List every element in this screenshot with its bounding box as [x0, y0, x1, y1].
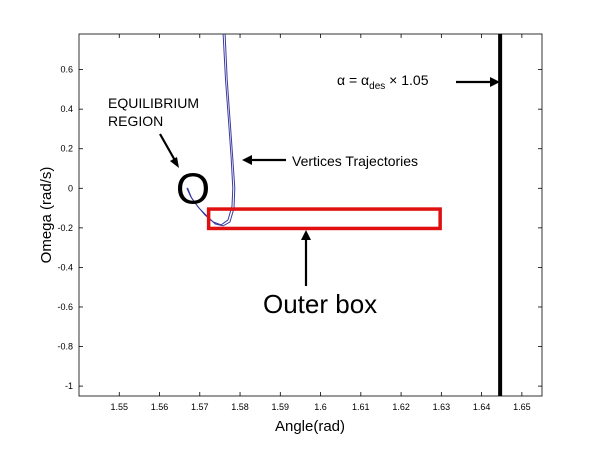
x-tick-label: 1.64	[473, 402, 491, 412]
x-tick-label: 1.63	[433, 402, 451, 412]
equilibrium-label-line2: REGION	[108, 113, 163, 129]
y-axis-label: Omega (rad/s)	[38, 167, 55, 264]
x-axis-ticks: 1.55 1.56 1.57 1.58 1.59 1.6 1.61 1.62 1.63 1.64 1…	[110, 34, 531, 412]
y-tick-label: 0.6	[60, 65, 73, 75]
x-tick-label: 1.59	[272, 402, 290, 412]
x-tick-label: 1.6	[314, 402, 327, 412]
y-tick-label: -0.4	[57, 262, 73, 272]
x-tick-label: 1.56	[151, 402, 169, 412]
outer-box-arrowhead	[301, 230, 311, 240]
equilibrium-circle-marker: O	[176, 164, 210, 213]
outer-box-rect	[206, 207, 442, 231]
y-tick-label: -1	[65, 381, 73, 391]
y-tick-label: -0.2	[57, 223, 73, 233]
x-tick-label: 1.65	[513, 402, 531, 412]
outer-box-label: Outer box	[263, 289, 377, 319]
alpha-arrowhead	[490, 77, 500, 87]
y-tick-label: 0.2	[60, 144, 73, 154]
y-tick-label: 0	[68, 183, 73, 193]
trajectory-line-2	[186, 33, 234, 226]
x-tick-label: 1.55	[110, 402, 128, 412]
x-tick-label: 1.58	[231, 402, 249, 412]
x-axis-label: Angle(rad)	[275, 418, 345, 435]
alpha-annotation: α = αdes × 1.05	[337, 72, 429, 92]
series-layer	[186, 33, 236, 227]
y-tick-label: -0.6	[57, 302, 73, 312]
vertices-arrowhead	[242, 155, 252, 165]
equilibrium-label-line1: EQUILIBRIUM	[108, 95, 199, 111]
alpha-main: α = α	[337, 72, 369, 88]
y-tick-label: 0.4	[60, 104, 73, 114]
x-tick-label: 1.62	[392, 402, 410, 412]
y-tick-label: -0.8	[57, 342, 73, 352]
x-tick-label: 1.61	[352, 402, 370, 412]
plot-area	[78, 33, 543, 397]
x-tick-label: 1.57	[191, 402, 209, 412]
shape-layer: O	[176, 34, 503, 396]
alpha-subscript: des	[369, 81, 385, 92]
y-axis-ticks: 0.6 0.4 0.2 0 -0.2 -0.4 -0.6 -0.8 -1	[57, 65, 542, 391]
annotation-arrows	[159, 77, 500, 286]
vertices-trajectories-label: Vertices Trajectories	[292, 153, 418, 169]
alpha-tail: × 1.05	[385, 72, 428, 88]
equilibrium-arrowhead	[170, 157, 179, 168]
